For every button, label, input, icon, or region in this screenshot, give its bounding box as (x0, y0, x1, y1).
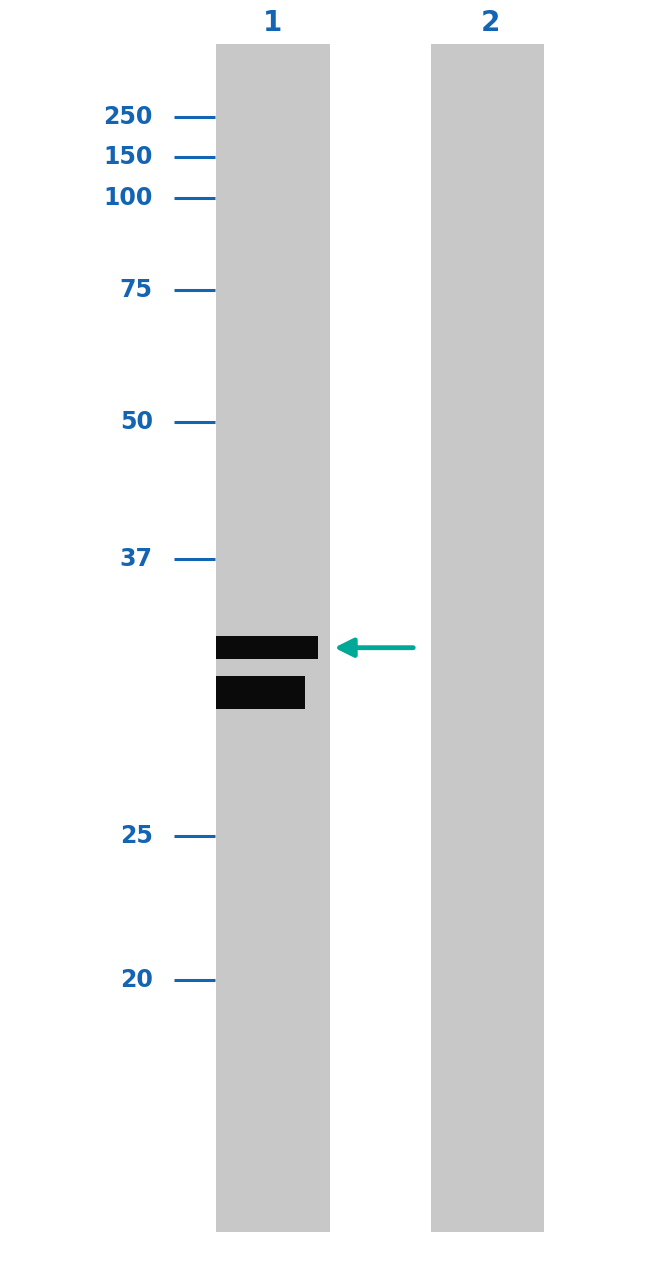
Bar (216, 659, 330, 676)
Text: 100: 100 (103, 187, 153, 210)
Text: 75: 75 (120, 278, 153, 301)
Bar (216, 44, 330, 1232)
Text: 250: 250 (103, 105, 153, 128)
Text: 2: 2 (481, 9, 500, 37)
Bar (216, 636, 318, 659)
Text: 150: 150 (103, 146, 153, 169)
Text: 37: 37 (120, 547, 153, 570)
Text: 25: 25 (120, 824, 153, 847)
Text: 1: 1 (263, 9, 283, 37)
Bar (216, 676, 304, 709)
Text: 50: 50 (120, 410, 153, 433)
Bar (430, 44, 545, 1232)
Text: 20: 20 (120, 969, 153, 992)
